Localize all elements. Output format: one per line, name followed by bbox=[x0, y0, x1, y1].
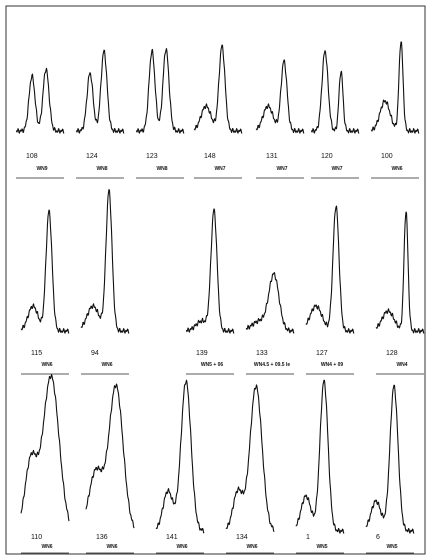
panel-number: 133 bbox=[256, 350, 268, 357]
panel-code: WN6 bbox=[246, 544, 257, 550]
spectrum-trace bbox=[245, 272, 295, 334]
panel-code: WN6 bbox=[176, 544, 187, 550]
panel-number: 100 bbox=[381, 153, 393, 160]
spectrum-trace bbox=[185, 208, 235, 334]
panel-number: 148 bbox=[204, 153, 216, 160]
panel-code: WN4 bbox=[396, 362, 407, 368]
panel-code: WN6 bbox=[391, 166, 402, 172]
panel-number: 110 bbox=[31, 534, 42, 541]
panel-code: WN7 bbox=[276, 166, 287, 172]
spectrum-trace bbox=[305, 205, 355, 334]
panel-number: 128 bbox=[386, 350, 398, 357]
panel-code: WN6 bbox=[101, 362, 112, 368]
spectrum-trace bbox=[20, 209, 70, 334]
panel-number: 134 bbox=[236, 534, 248, 541]
panel-number: 127 bbox=[316, 350, 328, 357]
spectrum-trace bbox=[85, 383, 135, 529]
spectrum-trace bbox=[75, 49, 125, 134]
spectrum-trace bbox=[135, 48, 185, 134]
panel-number: 1 bbox=[306, 534, 310, 541]
spectrum-trace bbox=[375, 211, 425, 334]
panel-number: 139 bbox=[196, 350, 208, 357]
panel-number: 123 bbox=[146, 153, 158, 160]
panel-code: WN4 + 09 bbox=[321, 362, 344, 368]
panel-number: 141 bbox=[166, 534, 178, 541]
panel-code: WN5 bbox=[316, 544, 327, 550]
spectrum-trace bbox=[193, 44, 243, 134]
spectrum-trace bbox=[255, 59, 305, 134]
panel-code: WN8 bbox=[96, 166, 107, 172]
panel-code: WN5 + 06 bbox=[201, 362, 224, 368]
spectrum-trace bbox=[155, 379, 205, 534]
panel-number: 115 bbox=[31, 350, 42, 357]
panel-number: 94 bbox=[91, 350, 99, 357]
spectrum-trace bbox=[365, 384, 415, 534]
panel-number: 6 bbox=[376, 534, 380, 541]
panel-code: WN6 bbox=[41, 362, 52, 368]
panel-code: WN4.5 + 09.5 Ie bbox=[254, 362, 290, 368]
spectrum-trace bbox=[295, 379, 345, 534]
panel-code: WN5 bbox=[386, 544, 397, 550]
panel-code: WN7 bbox=[214, 166, 225, 172]
spectrum-trace bbox=[225, 384, 275, 532]
panel-code: WN6 bbox=[106, 544, 117, 550]
spectrum-trace bbox=[20, 374, 70, 522]
panel-number: 136 bbox=[96, 534, 108, 541]
panel-code: WN7 bbox=[331, 166, 342, 172]
panel-code: WN8 bbox=[156, 166, 167, 172]
spectrum-trace bbox=[15, 67, 65, 134]
spectrum-trace bbox=[310, 50, 360, 134]
panel-code: WN9 bbox=[36, 166, 47, 172]
panel-number: 124 bbox=[86, 153, 98, 160]
spectrum-trace bbox=[80, 188, 130, 334]
panel-number: 120 bbox=[321, 153, 333, 160]
panel-number: 108 bbox=[26, 153, 38, 160]
spectrum-trace bbox=[370, 41, 420, 134]
frame bbox=[5, 5, 426, 555]
panel-number: 131 bbox=[266, 153, 278, 160]
panel-code: WN6 bbox=[41, 544, 52, 550]
